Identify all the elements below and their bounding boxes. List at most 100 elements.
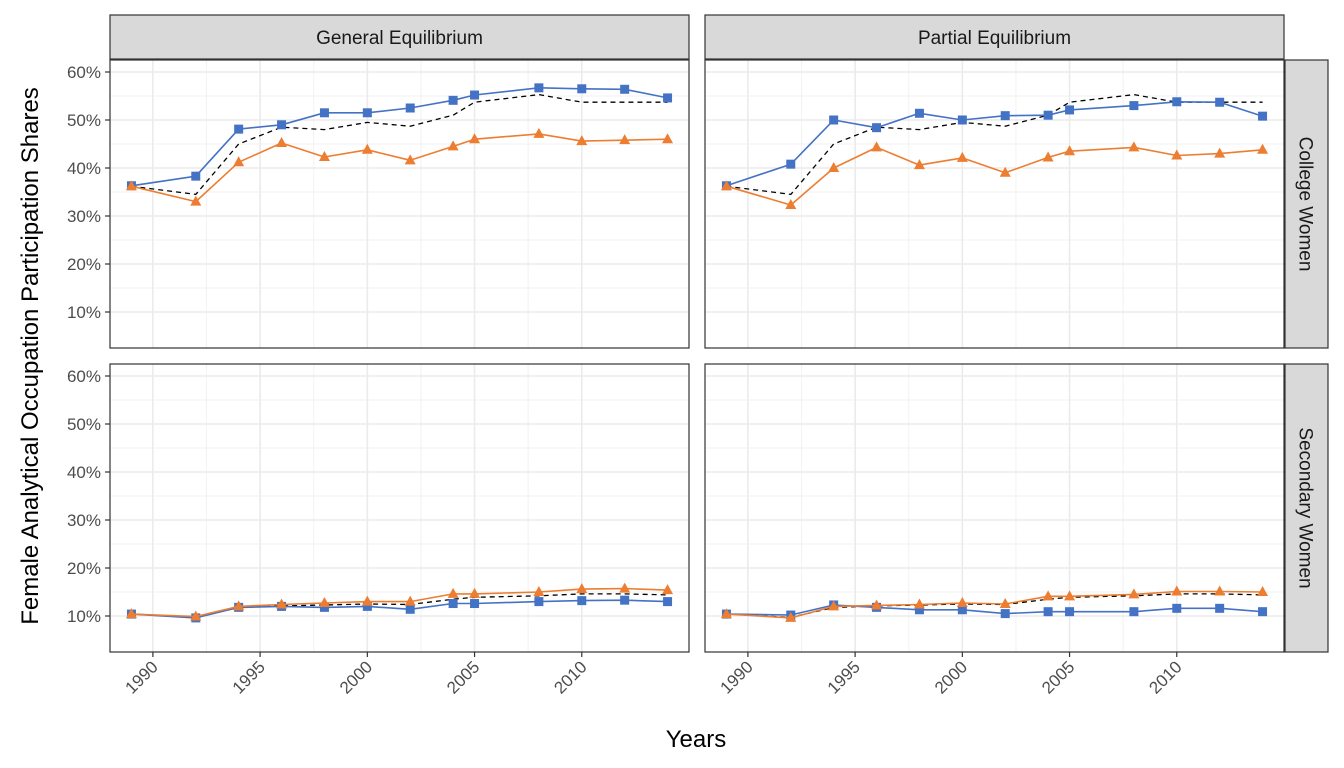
facet-strip-top [704, 14, 1285, 60]
data-point-square [319, 108, 329, 118]
series-layer [125, 83, 1269, 623]
data-point-square [362, 108, 372, 118]
x-tick-label: 1995 [229, 657, 269, 697]
data-point-square [1065, 607, 1075, 617]
data-point-triangle [1042, 590, 1054, 601]
facet-row-label: College Women [1295, 137, 1316, 272]
data-point-triangle [576, 583, 588, 594]
data-point-triangle [871, 599, 883, 610]
data-point-triangle [956, 151, 968, 162]
data-point-triangle [1171, 149, 1183, 160]
data-point-square [1065, 105, 1075, 115]
data-point-square [957, 605, 967, 615]
data-point-triangle [913, 159, 925, 170]
data-point-square [405, 103, 415, 113]
data-point-square [914, 108, 924, 118]
panel-frame [109, 59, 690, 349]
facet-strip-right [1284, 59, 1329, 349]
facet-row-label: Secondary Women [1295, 427, 1316, 588]
y-tick-label: 30% [67, 511, 101, 530]
data-point-square [1172, 97, 1182, 107]
data-point-square [470, 599, 480, 609]
data-point-square [1172, 603, 1182, 613]
data-point-triangle [1257, 143, 1269, 154]
data-point-triangle [1214, 147, 1226, 158]
y-tick-label: 50% [67, 111, 101, 130]
y-tick-label: 60% [67, 63, 101, 82]
series-line-dashed [726, 93, 1263, 196]
data-point-triangle [1064, 590, 1076, 601]
y-tick-label: 10% [67, 607, 101, 626]
data-point-triangle [533, 127, 545, 138]
data-point-square [448, 95, 458, 105]
facet-column-label: Partial Equilibrium [918, 28, 1071, 49]
panel-frame [109, 363, 690, 653]
data-point-triangle [533, 586, 545, 596]
data-point-triangle [1214, 585, 1226, 596]
data-point-triangle [276, 137, 288, 148]
data-point-square [1043, 607, 1053, 617]
data-point-triangle [785, 611, 797, 622]
x-tick-label: 1990 [122, 657, 162, 697]
data-point-triangle [404, 154, 416, 165]
y-tick-label: 20% [67, 559, 101, 578]
data-point-square [534, 83, 544, 93]
data-point-triangle [361, 595, 373, 606]
data-point-triangle [190, 610, 202, 621]
data-point-triangle [999, 598, 1011, 608]
series-line-dashed [131, 93, 668, 196]
data-point-square [872, 123, 882, 133]
data-point-square [405, 604, 415, 614]
x-tick-label: 2005 [443, 657, 483, 697]
x-tick-label: 2000 [931, 657, 971, 697]
y-tick-label: 10% [67, 303, 101, 322]
x-tick-label: 2000 [336, 657, 376, 697]
y-tick-label: 40% [67, 463, 101, 482]
data-point-square [1215, 97, 1225, 107]
y-tick-label: 60% [67, 367, 101, 386]
data-point-square [448, 599, 458, 609]
data-point-square [1258, 607, 1268, 617]
data-point-triangle [1257, 586, 1269, 596]
data-point-triangle [999, 166, 1011, 177]
data-point-triangle [956, 597, 968, 608]
data-point-triangle [720, 180, 732, 191]
facet-column-label: General Equilibrium [316, 28, 483, 49]
y-tick-label: 40% [67, 159, 101, 178]
data-point-triangle [125, 608, 137, 619]
data-point-triangle [361, 143, 373, 154]
y-tick-label: 50% [67, 415, 101, 434]
y-tick-label: 30% [67, 207, 101, 226]
data-point-square [1000, 609, 1010, 619]
x-tick-label: 1995 [824, 657, 864, 697]
data-point-triangle [785, 198, 797, 209]
data-point-square [362, 601, 372, 611]
data-point-triangle [447, 587, 459, 598]
data-point-square [319, 602, 329, 612]
x-tick-label: 2005 [1038, 657, 1078, 697]
data-point-triangle [276, 598, 288, 609]
data-point-triangle [190, 195, 202, 206]
data-point-triangle [447, 140, 459, 151]
data-point-triangle [404, 595, 416, 606]
data-point-triangle [318, 597, 330, 608]
data-point-triangle [233, 156, 245, 167]
data-point-square [470, 90, 480, 100]
data-point-square [620, 84, 630, 94]
panel-frame [704, 363, 1285, 653]
data-point-triangle [871, 141, 883, 152]
data-point-square [277, 120, 287, 130]
data-point-triangle [1171, 585, 1183, 596]
data-point-square [534, 597, 544, 607]
panel-frame [704, 59, 1285, 349]
data-point-square [1043, 110, 1053, 120]
data-point-triangle [1128, 141, 1140, 152]
data-point-square [191, 171, 201, 181]
data-point-triangle [619, 134, 631, 145]
data-point-triangle [576, 135, 588, 146]
y-axis-title: Female Analytical Occupation Participati… [17, 87, 44, 625]
data-point-square [957, 115, 967, 125]
data-point-triangle [662, 584, 674, 595]
data-point-triangle [1128, 588, 1140, 599]
